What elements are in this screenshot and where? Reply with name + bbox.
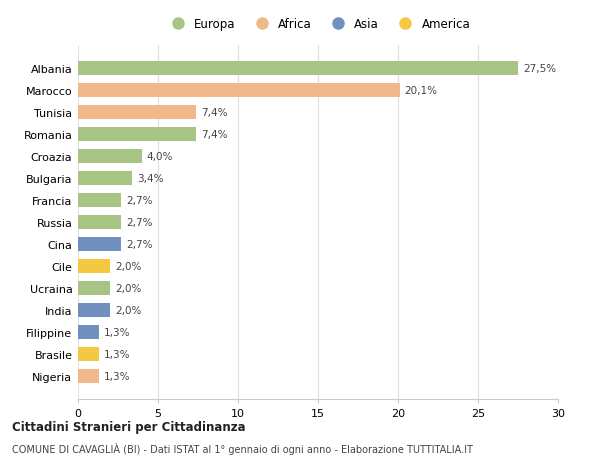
Bar bbox=[78, 215, 121, 230]
Text: Cittadini Stranieri per Cittadinanza: Cittadini Stranieri per Cittadinanza bbox=[12, 420, 245, 433]
Bar bbox=[78, 194, 121, 208]
Text: 3,4%: 3,4% bbox=[137, 174, 164, 184]
Bar bbox=[78, 325, 99, 339]
Text: 2,7%: 2,7% bbox=[126, 196, 152, 206]
Text: 2,7%: 2,7% bbox=[126, 218, 152, 228]
Bar bbox=[78, 62, 518, 76]
Text: 7,4%: 7,4% bbox=[201, 130, 228, 140]
Bar bbox=[78, 106, 196, 120]
Text: 2,0%: 2,0% bbox=[115, 283, 141, 293]
Bar bbox=[78, 259, 110, 274]
Legend: Europa, Africa, Asia, America: Europa, Africa, Asia, America bbox=[163, 15, 473, 33]
Text: 7,4%: 7,4% bbox=[201, 108, 228, 118]
Bar bbox=[78, 84, 400, 98]
Bar bbox=[78, 128, 196, 142]
Bar bbox=[78, 281, 110, 296]
Bar bbox=[78, 347, 99, 361]
Bar bbox=[78, 172, 133, 186]
Bar bbox=[78, 303, 110, 318]
Bar bbox=[78, 369, 99, 383]
Text: 1,3%: 1,3% bbox=[104, 327, 130, 337]
Text: 1,3%: 1,3% bbox=[104, 349, 130, 359]
Text: 2,0%: 2,0% bbox=[115, 305, 141, 315]
Text: 20,1%: 20,1% bbox=[404, 86, 437, 96]
Text: COMUNE DI CAVAGLIÀ (BI) - Dati ISTAT al 1° gennaio di ogni anno - Elaborazione T: COMUNE DI CAVAGLIÀ (BI) - Dati ISTAT al … bbox=[12, 442, 473, 453]
Bar bbox=[78, 237, 121, 252]
Text: 4,0%: 4,0% bbox=[147, 152, 173, 162]
Text: 1,3%: 1,3% bbox=[104, 371, 130, 381]
Text: 2,7%: 2,7% bbox=[126, 240, 152, 250]
Bar bbox=[78, 150, 142, 164]
Text: 27,5%: 27,5% bbox=[523, 64, 556, 74]
Text: 2,0%: 2,0% bbox=[115, 262, 141, 271]
